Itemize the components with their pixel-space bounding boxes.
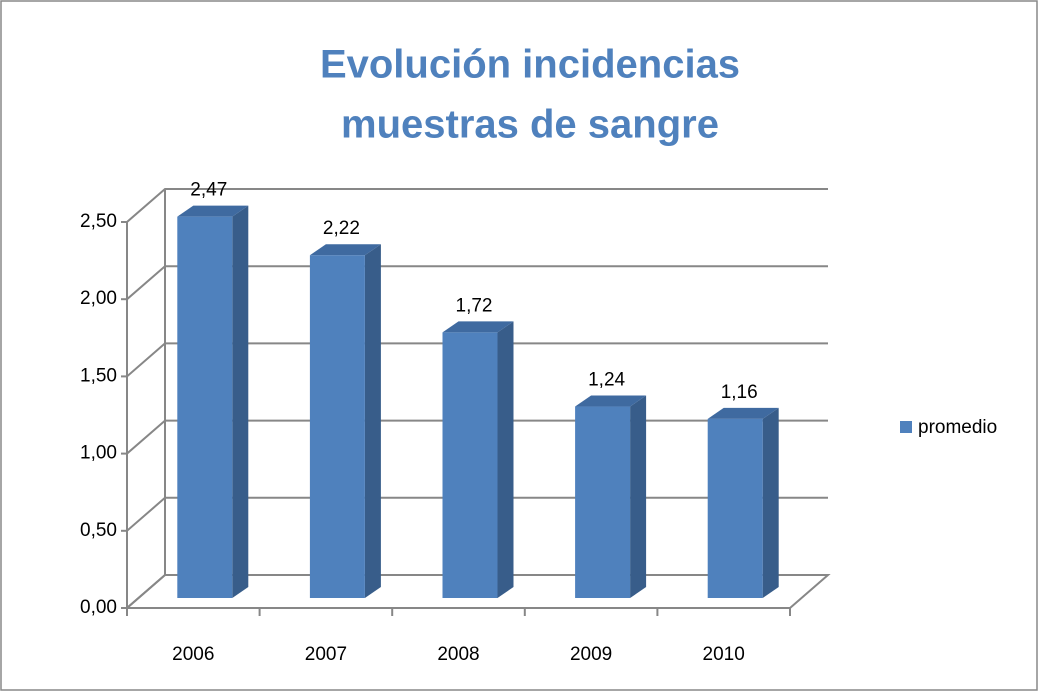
data-label: 2,47 [190,180,227,201]
y-tick-label: 2,50 [80,211,117,232]
bar [442,332,498,598]
chart-title: Evolución incidencias [320,43,740,87]
bar-top [309,244,381,256]
y-tick-label: 2,00 [80,288,117,309]
bar-side [762,407,779,598]
data-label: 1,24 [588,370,625,391]
data-label: 2,22 [323,218,360,239]
bar-top [707,407,779,419]
bar-side [630,395,647,598]
x-tick-label: 2006 [172,644,214,665]
chart-title: muestras de sangre [341,103,719,147]
data-label: 1,72 [456,295,493,316]
bar-top [575,395,647,407]
bar [309,255,365,598]
data-label: 1,16 [721,382,758,403]
bar [177,216,233,598]
grid-line [126,188,828,223]
bar-top [177,205,249,217]
bar [575,406,631,598]
x-tick-label: 2008 [437,644,479,665]
grid-line [126,342,828,378]
x-tick-label: 2009 [570,644,612,665]
bar-side [232,205,249,598]
bar-side [497,321,514,598]
bar-top [442,321,514,333]
y-tick-label: 0,50 [80,520,117,541]
legend-label: promedio [918,417,997,438]
bar-side [364,244,381,598]
y-tick-label: 1,00 [80,443,117,464]
bar [707,418,763,598]
y-tick-label: 1,50 [80,365,117,386]
legend-swatch [900,421,912,433]
grid-line [126,265,828,300]
x-tick-label: 2010 [703,644,745,665]
y-tick-label: 0,00 [80,597,117,618]
x-tick-label: 2007 [305,644,347,665]
